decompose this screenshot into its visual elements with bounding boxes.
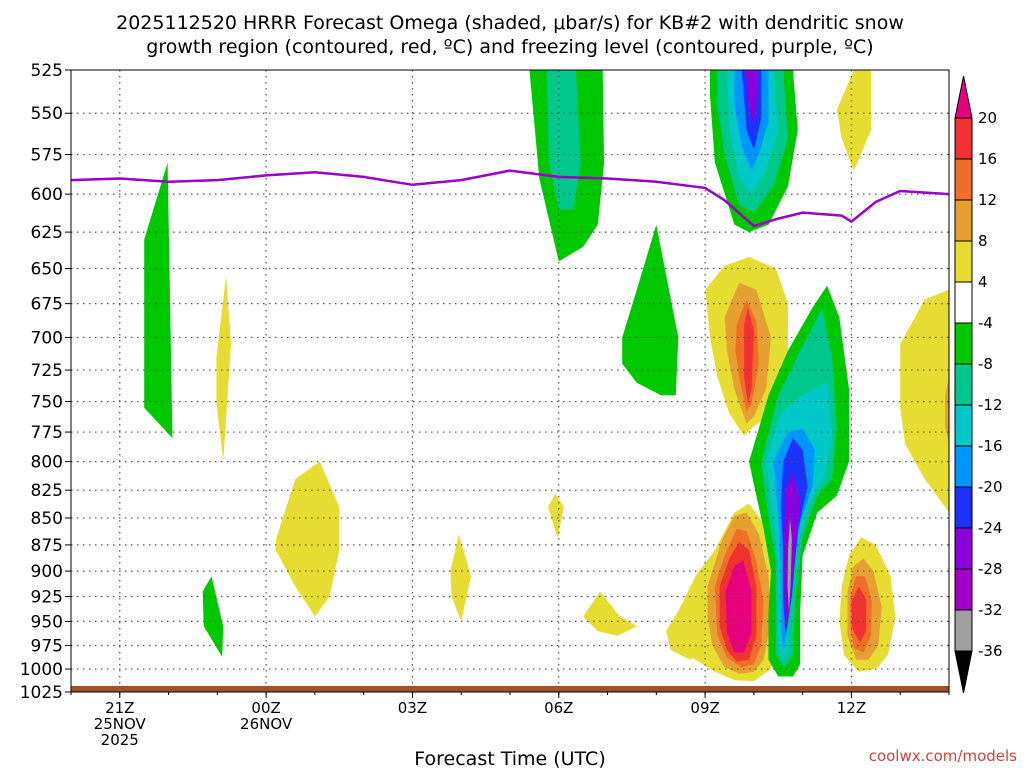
y-tick-label-725: 725 (31, 361, 63, 381)
omega-contour-17 (745, 70, 758, 124)
colorbar-label--36: -36 (978, 642, 1003, 660)
colorbar-label--24: -24 (978, 519, 1003, 537)
colorbar-label--28: -28 (978, 560, 1003, 578)
colorbar-label-4: 4 (978, 273, 988, 291)
colorbar-label--12: -12 (978, 396, 1003, 414)
grid-lines (71, 70, 949, 692)
x-tick-label-00Z-1: 26NOV (240, 715, 293, 733)
y-tick-label-575: 575 (31, 146, 63, 166)
omega-contour-5 (548, 493, 564, 539)
omega-shading (144, 70, 949, 682)
y-tick-label-550: 550 (31, 104, 63, 124)
y-tick-label-900: 900 (31, 562, 63, 582)
y-tick-label-775: 775 (31, 423, 63, 443)
colorbar-label-12: 12 (978, 191, 997, 209)
omega-contour-18 (900, 289, 949, 513)
omega-contour-39 (787, 518, 792, 612)
y-tick-label-800: 800 (31, 453, 63, 473)
colorbar-box-11 (954, 568, 973, 611)
colorbar-box-1 (954, 158, 973, 201)
y-tick-label-525: 525 (31, 61, 63, 81)
y-tick-label-825: 825 (31, 481, 63, 501)
y-tick-label-1025: 1025 (20, 683, 63, 703)
x-tick-label-09Z-0: 09Z (690, 699, 719, 717)
omega-contour-8 (583, 591, 637, 636)
colorbar-box-10 (954, 527, 973, 570)
colorbar-top-arrow (954, 75, 973, 119)
colorbar-box-6 (954, 363, 973, 406)
colorbar-box-5 (954, 322, 973, 365)
y-tick-label-950: 950 (31, 612, 63, 632)
colorbar-box-4 (954, 281, 973, 324)
x-axis-label: Forecast Time (UTC) (414, 748, 605, 768)
y-tick-label-925: 925 (31, 588, 63, 608)
colorbar-label--16: -16 (978, 437, 1003, 455)
omega-contour-9 (622, 224, 679, 396)
colorbar-box-3 (954, 240, 973, 283)
y-tick-label-850: 850 (31, 509, 63, 529)
x-tick-label-06Z-0: 06Z (544, 699, 573, 717)
y-tick-label-700: 700 (31, 328, 63, 348)
credit-text: coolwx.com/models (869, 747, 1017, 765)
omega-contour-0 (144, 162, 173, 439)
omega-contour-7 (546, 70, 581, 210)
colorbar-label--32: -32 (978, 601, 1003, 619)
y-tick-label-975: 975 (31, 637, 63, 657)
colorbar-box-12 (954, 609, 973, 652)
omega-contour-2 (202, 576, 224, 657)
y-tick-label-650: 650 (31, 260, 63, 280)
chart-title-line2: growth region (contoured, red, ºC) and f… (146, 36, 873, 58)
x-tick-label-21Z-0: 21Z (105, 699, 134, 717)
freezing-level-line (70, 169, 950, 228)
x-tick-label-21Z-2: 2025 (101, 731, 139, 749)
y-tick-label-1000: 1000 (20, 660, 63, 680)
colorbar-label--4: -4 (978, 314, 993, 332)
x-tick-label-00Z-0: 00Z (251, 699, 280, 717)
omega-contour-3 (275, 461, 340, 617)
colorbar-label--8: -8 (978, 355, 993, 373)
colorbar: 20 16 12 8 4 -4 -8 -12 -16 -20 -24 -28 -32 -36 (954, 75, 1003, 694)
colorbar-label-8: 8 (978, 232, 988, 250)
colorbar-label--20: -20 (978, 478, 1003, 496)
colorbar-box-7 (954, 404, 973, 447)
omega-contour-1 (216, 275, 231, 462)
chart-title-line1: 2025112520 HRRR Forecast Omega (shaded, … (116, 12, 904, 34)
y-tick-label-675: 675 (31, 295, 63, 315)
colorbar-box-8 (954, 445, 973, 488)
colorbar-box-2 (954, 199, 973, 242)
x-tick-label-12Z-0: 12Z (837, 699, 866, 717)
y-axis-pressure: 525 550 575 600 625 650 675 700 725 750 775 800 825 8… (20, 61, 71, 703)
terrain-ground-strip (71, 686, 949, 692)
omega-contour-32 (851, 586, 867, 643)
colorbar-label-16: 16 (978, 150, 997, 168)
omega-contour-23 (744, 307, 754, 405)
omega-contour-28 (725, 560, 752, 653)
y-tick-label-600: 600 (31, 185, 63, 205)
y-tick-label-750: 750 (31, 393, 63, 413)
colorbar-box-9 (954, 486, 973, 529)
y-tick-label-625: 625 (31, 223, 63, 243)
x-tick-label-21Z-1: 25NOV (94, 715, 147, 733)
x-tick-label-03Z-0: 03Z (398, 699, 427, 717)
omega-contour-4 (450, 534, 471, 622)
omega-contour-11 (836, 70, 871, 171)
plot-area (70, 69, 950, 693)
omega-contour-19 (945, 376, 949, 444)
colorbar-bottom-arrow (954, 650, 973, 694)
colorbar-box-0 (954, 117, 973, 160)
y-tick-label-875: 875 (31, 536, 63, 556)
colorbar-label-20: 20 (978, 109, 997, 127)
